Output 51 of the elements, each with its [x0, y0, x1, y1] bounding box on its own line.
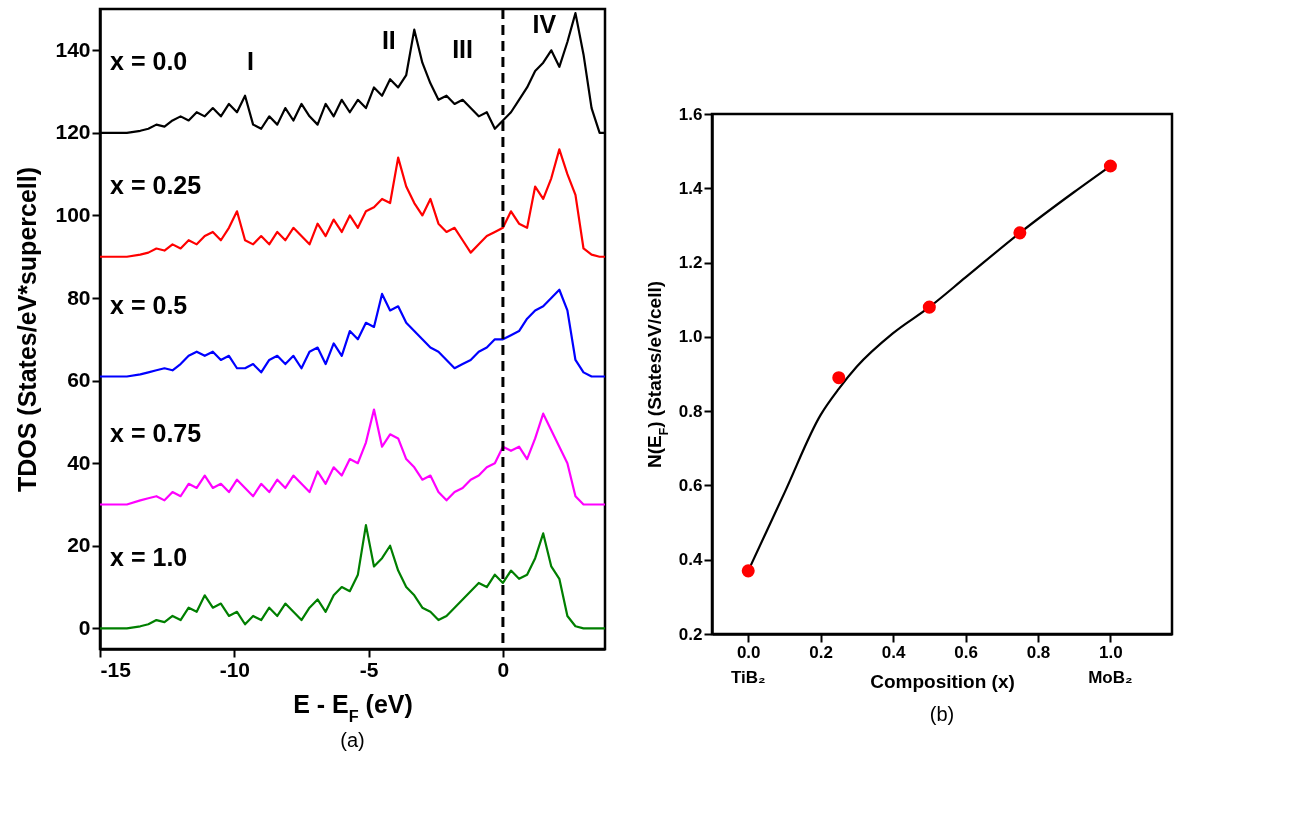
annotation: I [247, 46, 254, 75]
y-tick-label: 1.6 [678, 104, 703, 124]
y-tick-label: 0.2 [678, 624, 703, 644]
y-tick-label: 80 [67, 285, 91, 309]
line-series [100, 148, 605, 258]
line-series [100, 524, 605, 630]
x-axis-title: Composition (x) [870, 670, 1015, 692]
series-label: x = 0.5 [110, 291, 188, 320]
y-axis-title: TDOS (States/eV*supercell) [13, 166, 42, 493]
y-tick-label: 140 [55, 37, 91, 61]
x-tick-label: 1.0 [1099, 642, 1123, 662]
x-tick-label: 0.8 [1026, 642, 1051, 662]
point [832, 371, 846, 385]
x-tick-label: 0.4 [881, 642, 906, 662]
text: TiB₂ [731, 668, 766, 688]
y-tick-label: 60 [67, 368, 91, 392]
point [1103, 159, 1117, 173]
x-tick-label: 0.2 [809, 642, 833, 662]
series-label: x = 0.25 [110, 171, 202, 200]
y-tick-label: 0.8 [678, 401, 703, 421]
point [922, 300, 936, 314]
text: (a) [340, 729, 365, 751]
series-label: x = 0.75 [110, 419, 202, 448]
point [741, 564, 755, 578]
x-tick-label: 0.6 [954, 642, 978, 662]
x-axis-title: E - E$_{F}$ (eV) [293, 689, 413, 725]
y-tick-label: 100 [55, 202, 91, 226]
y-tick-label: 120 [55, 120, 91, 144]
y-tick-label: 1.4 [678, 178, 704, 198]
y-tick-label: 0.4 [678, 550, 704, 570]
y-tick-label: 1.2 [678, 253, 703, 273]
x-tick-label: -15 [100, 657, 132, 681]
x-tick-label: -5 [359, 657, 379, 681]
series-label: x = 1.0 [110, 542, 188, 571]
annotation: III [452, 34, 474, 63]
x-tick-label: 0 [497, 657, 510, 681]
series-label: x = 0.0 [110, 47, 188, 76]
y-tick-label: 0.6 [678, 475, 703, 495]
text: MoB₂ [1088, 668, 1133, 688]
line-series [100, 408, 605, 506]
y-tick-label: 1.0 [678, 327, 703, 347]
point [1013, 226, 1027, 240]
text: (b) [929, 703, 955, 725]
annotation: II [381, 26, 396, 55]
y-tick-label: 40 [67, 450, 91, 474]
y-tick-label: 20 [67, 533, 91, 557]
line-series [100, 288, 605, 378]
x-tick-label: 0.0 [736, 642, 761, 662]
x-tick-label: -10 [219, 657, 250, 681]
annotation: IV [532, 9, 557, 38]
y-tick-label: 0 [78, 615, 91, 639]
